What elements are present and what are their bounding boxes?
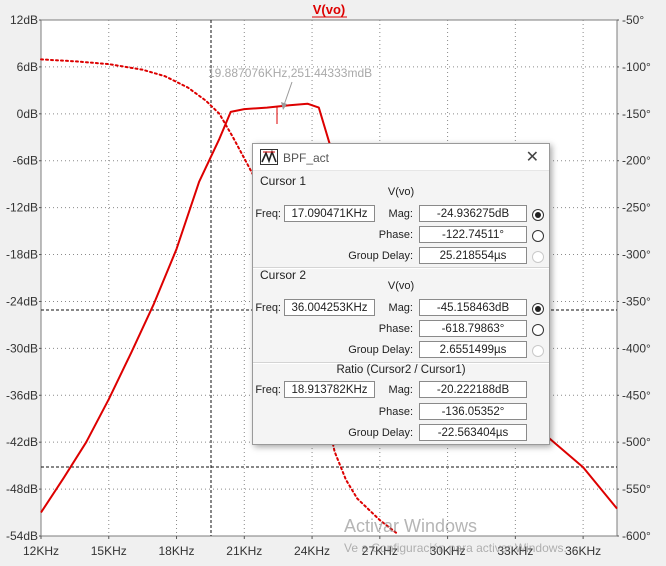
cursor1-mag-label: Mag: xyxy=(388,208,413,220)
y-right-tick-label: -150° xyxy=(622,107,651,121)
cursor2-gd-label: Group Delay: xyxy=(348,344,413,356)
separator xyxy=(253,267,549,269)
cursor2-freq-label: Freq: xyxy=(255,302,281,314)
ratio-freq-field[interactable]: 18.913782KHz xyxy=(284,381,375,398)
ratio-freq-label: Freq: xyxy=(255,384,281,396)
cursor2-signal: V(vo) xyxy=(387,280,415,292)
ratio-heading: Ratio (Cursor2 / Cursor1) xyxy=(336,364,466,376)
y-left-tick-label: -24dB xyxy=(6,294,38,308)
ratio-gd-label: Group Delay: xyxy=(348,427,413,439)
cursor1-phase-label: Phase: xyxy=(378,229,413,241)
y-left-tick-label: 0dB xyxy=(17,107,38,121)
y-left-tick-label: -48dB xyxy=(6,482,38,496)
trace-title[interactable]: V(vo) xyxy=(313,2,346,17)
y-right-tick-label: -450° xyxy=(622,388,651,402)
y-left-tick-label: -36dB xyxy=(6,388,38,402)
y-right-tick-label: -300° xyxy=(622,248,651,262)
cursor1-freq-label: Freq: xyxy=(255,208,281,220)
cursor1-gd-radio[interactable] xyxy=(532,251,544,263)
cursor-dialog[interactable]: BPF_act ✕ Cursor 1 V(vo) Freq: 17.090471… xyxy=(252,143,550,445)
y-right-tick-label: -200° xyxy=(622,154,651,168)
windows-watermark-text: Ve a Configuración para activar Windows. xyxy=(344,541,567,555)
cursor1-phase-radio[interactable] xyxy=(532,230,544,242)
x-tick-label: 24KHz xyxy=(294,544,330,558)
cursor-annotation: 19.887076KHz,251.44333mdB xyxy=(208,66,372,80)
y-left-tick-label: -42dB xyxy=(6,435,38,449)
x-tick-label: 15KHz xyxy=(91,544,127,558)
y-right-tick-label: -100° xyxy=(622,60,651,74)
separator xyxy=(253,362,549,364)
cursor1-gd-field[interactable]: 25.218554µs xyxy=(419,247,527,264)
y-right-tick-label: -400° xyxy=(622,341,651,355)
y-right-tick-label: -50° xyxy=(622,13,644,27)
ratio-phase-field[interactable]: -136.05352° xyxy=(419,403,527,420)
y-left-tick-label: -18dB xyxy=(6,248,38,262)
ratio-mag-label: Mag: xyxy=(388,384,413,396)
y-right-tick-label: -500° xyxy=(622,435,651,449)
annotation-arrowhead xyxy=(281,102,287,110)
x-tick-label: 18KHz xyxy=(159,544,195,558)
cursor1-gd-label: Group Delay: xyxy=(348,250,413,262)
y-left-tick-label: -6dB xyxy=(13,154,38,168)
ratio-gd-field[interactable]: -22.563404µs xyxy=(419,424,527,441)
cursor1-mag-field[interactable]: -24.936275dB xyxy=(419,205,527,222)
y-right-tick-label: -350° xyxy=(622,294,651,308)
cursor2-mag-radio[interactable] xyxy=(532,303,544,315)
cursor1-signal: V(vo) xyxy=(387,186,415,198)
x-tick-label: 33KHz xyxy=(497,544,533,558)
y-left-tick-label: 12dB xyxy=(10,13,38,27)
cursor1-heading: Cursor 1 xyxy=(260,174,307,188)
dialog-titlebar[interactable]: BPF_act ✕ xyxy=(253,144,549,171)
close-icon[interactable]: ✕ xyxy=(525,149,539,166)
ratio-phase-label: Phase: xyxy=(378,406,413,418)
cursor2-phase-field[interactable]: -618.79863° xyxy=(419,320,527,337)
cursor1-mag-radio[interactable] xyxy=(532,209,544,221)
ratio-mag-field[interactable]: -20.222188dB xyxy=(419,381,527,398)
x-tick-label: 12KHz xyxy=(23,544,59,558)
y-right-tick-label: -600° xyxy=(622,529,651,543)
cursor2-freq-field[interactable]: 36.004253KHz xyxy=(284,299,375,316)
cursor2-gd-radio[interactable] xyxy=(532,345,544,357)
cursor2-phase-label: Phase: xyxy=(378,323,413,335)
y-left-tick-label: -30dB xyxy=(6,341,38,355)
x-tick-label: 27KHz xyxy=(362,544,398,558)
windows-watermark-title: Activar Windows xyxy=(344,516,478,536)
ltspice-icon xyxy=(260,149,278,165)
dialog-title: BPF_act xyxy=(283,151,330,165)
cursor2-mag-field[interactable]: -45.158463dB xyxy=(419,299,527,316)
y-left-tick-label: -12dB xyxy=(6,201,38,215)
y-right-tick-label: -550° xyxy=(622,482,651,496)
y-left-tick-label: 6dB xyxy=(17,60,38,74)
x-tick-label: 30KHz xyxy=(430,544,466,558)
cursor2-heading: Cursor 2 xyxy=(260,268,307,282)
cursor2-gd-field[interactable]: 2.6551499µs xyxy=(419,341,527,358)
cursor1-freq-field[interactable]: 17.090471KHz xyxy=(284,205,375,222)
cursor2-phase-radio[interactable] xyxy=(532,324,544,336)
cursor2-mag-label: Mag: xyxy=(388,302,413,314)
y-left-tick-label: -54dB xyxy=(6,529,38,543)
x-tick-label: 36KHz xyxy=(565,544,601,558)
x-tick-label: 21KHz xyxy=(226,544,262,558)
y-right-tick-label: -250° xyxy=(622,201,651,215)
cursor1-phase-field[interactable]: -122.74511° xyxy=(419,226,527,243)
